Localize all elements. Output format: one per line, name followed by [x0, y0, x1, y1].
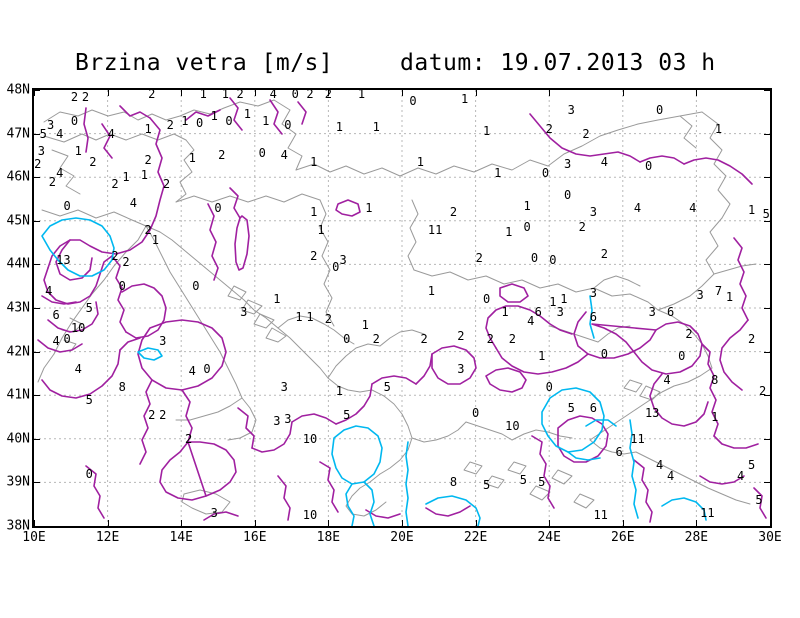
x-tick-mark — [549, 520, 551, 526]
x-tick-mark — [549, 90, 551, 96]
y-axis-tick-label: 41N — [6, 387, 30, 403]
chart-date-label: datum: 19.07.2013 03 h — [400, 50, 716, 76]
x-tick-mark — [402, 520, 403, 526]
y-tick-mark — [34, 220, 40, 222]
x-tick-mark — [181, 520, 183, 526]
x-axis-tick-label: 20E — [390, 530, 414, 545]
y-tick-mark — [764, 90, 770, 91]
y-axis-tick-label: 43N — [6, 300, 30, 316]
y-tick-mark — [34, 177, 40, 179]
chart-title-row: Brzina vetra [m/s] datum: 19.07.2013 03 … — [0, 50, 800, 82]
x-tick-mark — [34, 520, 35, 526]
y-tick-mark — [764, 482, 770, 484]
x-tick-mark — [254, 90, 256, 96]
y-axis-tick-label: 45N — [6, 213, 30, 229]
contour-cyan-layer — [41, 217, 707, 526]
x-tick-mark — [622, 90, 624, 96]
x-tick-mark — [402, 90, 403, 96]
x-axis-tick-label: 12E — [95, 530, 120, 545]
x-tick-mark — [475, 90, 477, 96]
x-tick-mark — [254, 520, 256, 526]
y-tick-mark — [764, 133, 770, 135]
y-tick-mark — [34, 264, 40, 266]
y-tick-mark — [764, 438, 770, 440]
y-tick-mark — [764, 308, 770, 309]
y-tick-mark — [764, 395, 770, 397]
y-axis-tick-label: 47N — [6, 126, 30, 142]
x-tick-mark — [328, 90, 330, 96]
x-tick-mark — [107, 520, 109, 526]
y-tick-mark — [764, 220, 770, 222]
x-axis-tick-label: 24E — [537, 530, 561, 545]
y-axis-tick-label: 38N — [6, 518, 30, 534]
y-axis-tick-label: 42N — [6, 344, 30, 360]
x-tick-mark — [696, 520, 698, 526]
coastline-borders-layer — [37, 99, 757, 517]
contour-plot-frame: 2221124022101303540412101011011122113222… — [32, 88, 772, 528]
y-axis-tick-label: 40N — [6, 431, 30, 447]
y-tick-mark — [34, 308, 40, 309]
plot-inner: 2221124022101303540412101011011122113222… — [34, 90, 770, 526]
x-axis-tick-label: 28E — [684, 530, 709, 545]
y-axis-tick-label: 44N — [6, 256, 30, 272]
x-axis-tick-label: 16E — [243, 530, 267, 545]
x-axis-tick-label: 30E — [758, 530, 782, 545]
y-tick-mark — [764, 264, 770, 266]
y-axis-tick-label: 48N — [6, 82, 30, 98]
y-tick-mark — [34, 395, 40, 397]
y-tick-mark — [34, 90, 40, 91]
y-tick-mark — [34, 351, 40, 353]
x-tick-mark — [622, 520, 624, 526]
x-tick-mark — [475, 520, 477, 526]
y-tick-mark — [34, 438, 40, 440]
x-axis-tick-label: 14E — [169, 530, 193, 545]
x-tick-mark — [696, 90, 698, 96]
x-axis-tick-label: 26E — [611, 530, 635, 545]
x-axis-tick-label: 18E — [316, 530, 341, 545]
y-tick-mark — [764, 351, 770, 353]
x-tick-mark — [107, 90, 109, 96]
page-title: Brzina vetra [m/s] — [75, 50, 334, 76]
x-tick-mark — [328, 520, 330, 526]
y-axis-tick-label: 39N — [6, 474, 30, 490]
x-tick-mark — [34, 90, 35, 96]
contour-magenta-layer — [37, 97, 767, 523]
y-axis-tick-label: 46N — [6, 169, 30, 185]
x-tick-mark — [181, 90, 183, 96]
x-axis-tick-label: 22E — [463, 530, 488, 545]
y-tick-mark — [34, 482, 40, 484]
y-tick-mark — [34, 133, 40, 135]
x-axis-tick-label: 10E — [22, 530, 46, 545]
y-tick-mark — [764, 177, 770, 179]
